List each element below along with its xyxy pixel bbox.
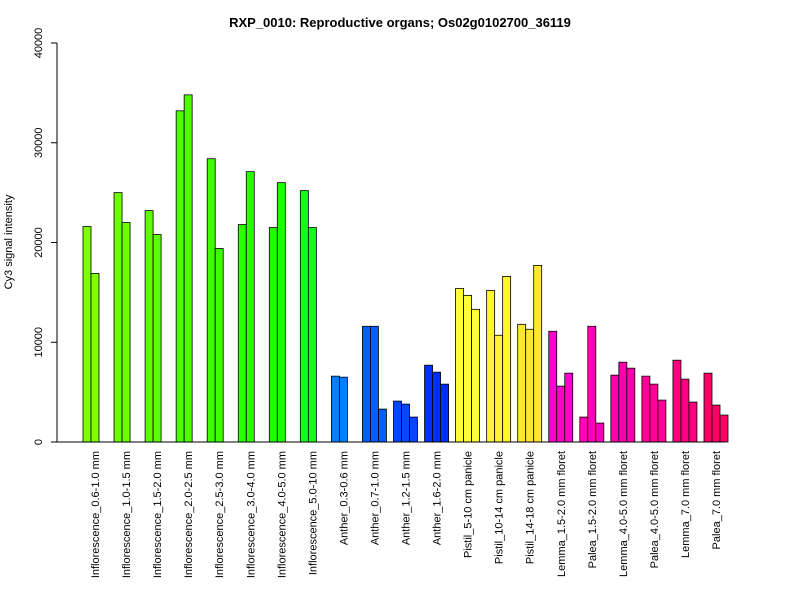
bar: [533, 265, 543, 443]
bar: [517, 323, 527, 443]
bar: [641, 375, 651, 443]
bar: [401, 403, 410, 443]
y-axis: 0 10000 20000 30000 40000: [33, 28, 58, 445]
y-axis-label: Cy3 signal intensity: [3, 194, 15, 289]
bar: [564, 372, 574, 443]
y-tick-label: 20000: [33, 227, 45, 258]
bar: [299, 190, 309, 443]
bar: [626, 367, 636, 443]
bar: [206, 158, 216, 443]
bar: [214, 248, 224, 443]
x-tick-label: Inflorescence_3.0-4.0 mm: [245, 451, 257, 578]
bar: [276, 182, 286, 443]
x-tick-label: Inflorescence_5.0-10 mm: [307, 451, 319, 575]
bars: [82, 94, 729, 443]
y-tick-label: 10000: [33, 327, 45, 358]
bar: [82, 226, 92, 443]
bar: [121, 222, 131, 443]
x-tick-label: Lemma_7.0 mm floret: [680, 451, 692, 558]
y-tick-label: 40000: [33, 28, 45, 59]
x-tick-label: Inflorescence_4.0-5.0 mm: [276, 451, 288, 578]
bar: [378, 408, 387, 443]
bar: [362, 325, 371, 443]
x-tick-label: Inflorescence_2.0-2.5 mm: [183, 451, 195, 578]
bar: [144, 210, 154, 443]
bar: [548, 330, 558, 443]
bar: [268, 227, 278, 443]
chart-title: RXP_0010: Reproductive organs; Os02g0102…: [229, 15, 571, 30]
bar: [432, 371, 441, 443]
bar: [494, 334, 504, 443]
bar: [587, 325, 597, 443]
bar: [330, 375, 340, 443]
bar: [649, 383, 659, 443]
x-tick-label: Inflorescence_1.0-1.5 mm: [121, 451, 133, 578]
bar: [657, 399, 667, 443]
x-tick-label: Palea_7.0 mm floret: [711, 451, 723, 549]
x-tick-label: Pistil_10-14 cm panicle: [494, 451, 506, 564]
x-tick-label: Inflorescence_0.6-1.0 mm: [90, 451, 102, 578]
x-axis-labels: Inflorescence_0.6-1.0 mm Inflorescence_1.…: [90, 451, 723, 578]
bar: [90, 273, 100, 443]
x-tick-label: Lemma_1.5-2.0 mm floret: [556, 451, 568, 577]
bar: [711, 404, 721, 443]
bar: [245, 171, 255, 443]
bar: [618, 361, 628, 443]
x-tick-label: Palea_1.5-2.0 mm floret: [587, 451, 599, 568]
bar: [237, 224, 247, 443]
bar: [463, 294, 473, 443]
bar: [672, 359, 682, 443]
bar: [183, 94, 193, 443]
bar: [595, 422, 605, 443]
x-tick-label: Anther_1.6-2.0 mm: [432, 451, 444, 545]
x-tick-label: Inflorescence_1.5-2.0 mm: [152, 451, 164, 578]
bar: [338, 376, 348, 443]
bar: [525, 328, 535, 443]
bar: [424, 364, 433, 443]
bar: [152, 234, 162, 443]
x-tick-label: Pistil_14-18 cm panicle: [525, 451, 537, 564]
x-tick-label: Anther_0.7-1.0 mm: [369, 451, 381, 545]
bar: [175, 110, 185, 443]
bar: [113, 192, 123, 443]
x-tick-label: Lemma_4.0-5.0 mm floret: [618, 451, 630, 577]
x-tick-label: Anther_0.3-0.6 mm: [338, 451, 350, 545]
y-tick-label: 0: [33, 439, 45, 445]
bar: [471, 308, 481, 443]
bar: [502, 276, 512, 443]
bar: [370, 325, 379, 443]
x-tick-label: Inflorescence_2.5-3.0 mm: [214, 451, 226, 578]
bar: [307, 227, 317, 443]
bar: [579, 416, 589, 443]
bar: [556, 385, 566, 443]
x-tick-label: Pistil_5-10 cm panicle: [463, 451, 475, 558]
bar: [688, 401, 698, 443]
x-tick-label: Palea_4.0-5.0 mm floret: [649, 451, 661, 568]
bar: [486, 289, 496, 443]
bar: [455, 287, 465, 443]
y-tick-label: 30000: [33, 127, 45, 158]
bar: [393, 400, 402, 443]
bar: [440, 383, 449, 443]
bar: [719, 414, 729, 443]
bar: [610, 374, 620, 443]
bar: [409, 416, 418, 443]
bar: [680, 378, 690, 443]
bar: [703, 372, 713, 443]
x-tick-label: Anther_1.2-1.5 mm: [401, 451, 413, 545]
